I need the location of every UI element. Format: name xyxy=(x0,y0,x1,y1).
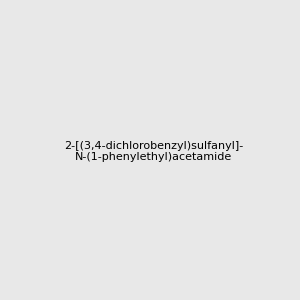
Text: 2-[(3,4-dichlorobenzyl)sulfanyl]-
N-(1-phenylethyl)acetamide: 2-[(3,4-dichlorobenzyl)sulfanyl]- N-(1-p… xyxy=(64,141,243,162)
